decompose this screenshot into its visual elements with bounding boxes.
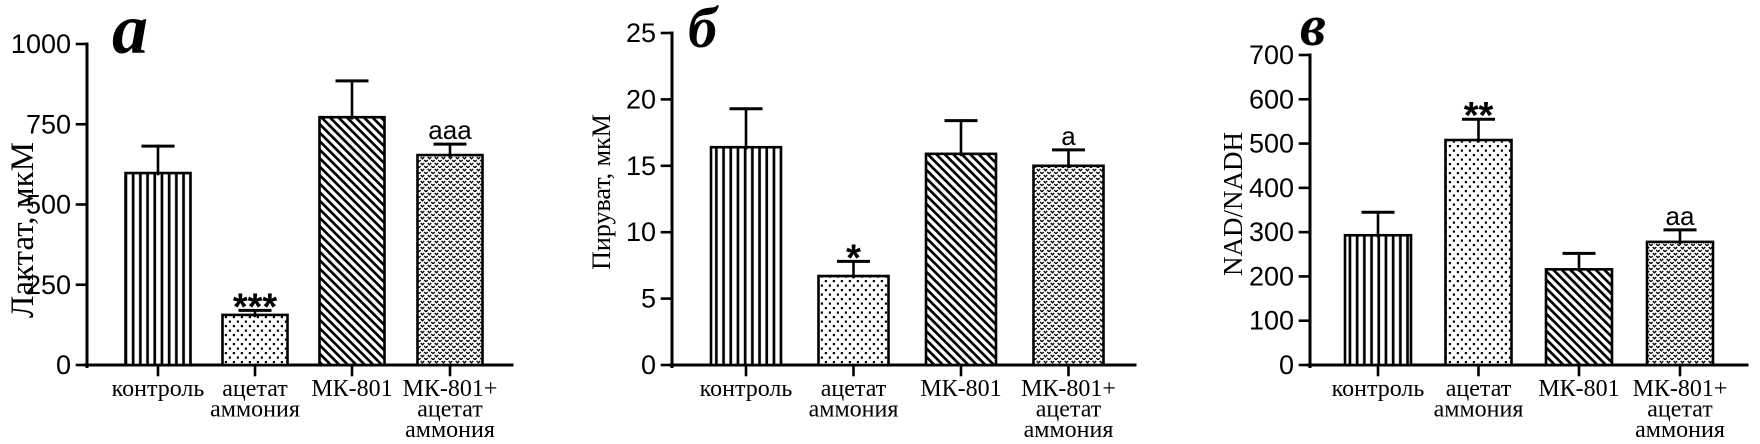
category-label: МК-801 <box>1538 376 1619 402</box>
y-axis-title: Лактат, мкМ <box>5 142 41 318</box>
significance-label: *** <box>233 286 278 328</box>
y-tick-label: 300 <box>1249 217 1294 247</box>
category-label: аммония <box>1024 417 1114 443</box>
y-tick-label: 500 <box>1249 129 1294 159</box>
y-tick-label: 600 <box>1249 84 1294 114</box>
y-tick-label: 250 <box>26 270 71 300</box>
category-label: контроль <box>700 376 793 402</box>
category-label: МК-801 <box>311 376 392 402</box>
y-tick-label: 500 <box>26 190 71 220</box>
category-label: аммония <box>1434 397 1524 423</box>
category-label: аммония <box>1635 417 1725 443</box>
y-axis-title: NAD/NADH <box>1218 132 1248 276</box>
y-tick-label: 0 <box>641 350 656 380</box>
bar-b-3 <box>1032 164 1105 367</box>
bar-v-2 <box>1544 268 1614 367</box>
panel-letter: б <box>688 0 719 60</box>
panel-v: 0 100 200 300 400 500 600 700 NAD/NADH в контроль *… <box>1218 0 1749 443</box>
y-tick-label: 100 <box>1249 306 1294 336</box>
category-label: контроль <box>112 376 205 402</box>
category-label: ацетат <box>417 397 483 423</box>
y-tick-label: 750 <box>26 109 71 139</box>
category-label: МК-801+ <box>403 376 498 402</box>
bar-a-0 <box>124 171 192 367</box>
y-tick-label: 200 <box>1249 261 1294 291</box>
bar-v-1 <box>1444 138 1513 367</box>
category-label: ацетат <box>1446 376 1512 402</box>
y-tick-label: 0 <box>56 350 71 380</box>
category-label: ацетат <box>222 376 288 402</box>
y-tick-label: 15 <box>626 151 656 181</box>
y-tick-label: 1000 <box>11 29 71 59</box>
y-tick-label: 10 <box>626 217 656 247</box>
panel-a: 0 250 500 750 1000 Лактат, мкМ а контроль *** аце… <box>5 0 514 443</box>
panel-letter: в <box>1300 0 1326 58</box>
significance-label: а <box>1061 121 1076 151</box>
y-axis-title: Пируват, мкМ <box>587 114 616 270</box>
category-label: ацетат <box>1036 397 1102 423</box>
y-tick-label: 0 <box>1279 350 1294 380</box>
category-label: ацетат <box>1647 397 1713 423</box>
significance-label: ** <box>1464 95 1494 137</box>
category-label: МК-801+ <box>1633 376 1728 402</box>
significance-label: аа <box>1666 201 1695 231</box>
y-tick-label: 700 <box>1249 40 1294 70</box>
category-label: ацетат <box>821 376 887 402</box>
bar-v-0 <box>1343 233 1413 367</box>
y-tick-label: 400 <box>1249 173 1294 203</box>
category-label: аммония <box>210 397 300 423</box>
bar-b-1 <box>817 274 890 367</box>
bar-a-2 <box>318 115 386 367</box>
bar-b-2 <box>924 152 998 367</box>
bar-a-3 <box>416 153 484 367</box>
category-label: аммония <box>405 417 495 443</box>
panel-letter: а <box>112 0 148 69</box>
bar-b-0 <box>709 145 783 367</box>
significance-label: ааа <box>428 115 472 145</box>
category-label: контроль <box>1332 376 1425 402</box>
bar-v-3 <box>1645 240 1715 367</box>
category-label: МК-801+ <box>1021 376 1116 402</box>
y-tick-label: 20 <box>626 84 656 114</box>
y-tick-label: 5 <box>641 284 656 314</box>
category-label: аммония <box>809 397 899 423</box>
y-tick-label: 25 <box>626 18 656 48</box>
category-label: МК-801 <box>920 376 1001 402</box>
significance-label: * <box>846 237 861 279</box>
